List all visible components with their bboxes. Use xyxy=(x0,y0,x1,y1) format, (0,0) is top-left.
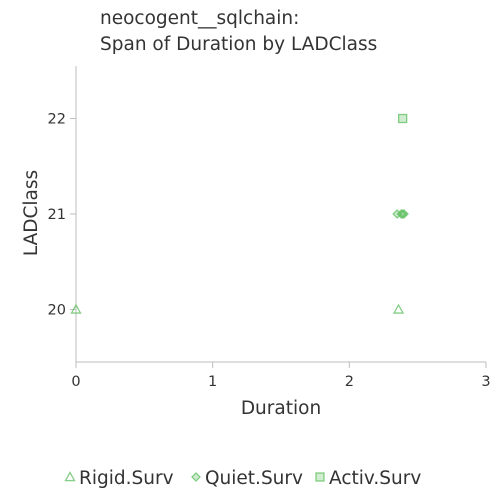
x-tick-label: 1 xyxy=(208,374,217,390)
y-tick-label: 20 xyxy=(48,302,66,318)
legend-label-rigid-surv: Rigid.Surv xyxy=(79,468,174,489)
x-tick-label: 3 xyxy=(481,374,490,390)
y-axis-ticks: 20 21 22 xyxy=(48,112,76,319)
legend-marker-rigid-surv xyxy=(66,473,75,481)
chart-title-line-2: Span of Duration by LADClass xyxy=(100,34,377,55)
x-tick-label: 2 xyxy=(345,374,354,390)
legend-label-quiet-surv: Quiet.Surv xyxy=(205,468,303,489)
x-axis-ticks: 0 1 2 3 xyxy=(71,362,490,390)
y-tick-label: 22 xyxy=(48,112,66,128)
x-axis-label: Duration xyxy=(241,398,321,419)
legend-marker-quiet-surv xyxy=(192,473,200,481)
legend-marker-activ-surv xyxy=(316,473,324,481)
point-rigid-surv xyxy=(394,305,403,313)
legend: Rigid.Surv Quiet.Surv Activ.Surv xyxy=(66,468,422,489)
data-points xyxy=(72,115,409,314)
y-axis-label: LADClass xyxy=(21,170,42,256)
chart-title-line-1: neocogent__sqlchain: xyxy=(100,8,299,29)
y-tick-label: 21 xyxy=(48,207,66,223)
x-tick-label: 0 xyxy=(71,374,80,390)
point-activ-surv xyxy=(399,115,407,123)
legend-label-activ-surv: Activ.Surv xyxy=(329,468,421,489)
